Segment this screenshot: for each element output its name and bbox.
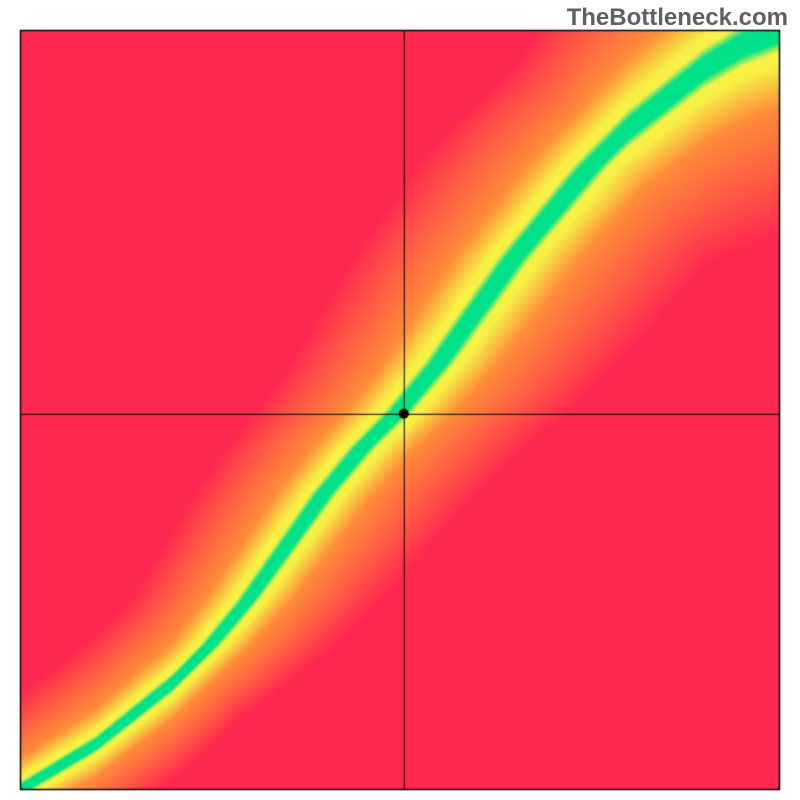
chart-container: TheBottleneck.com bbox=[0, 0, 800, 800]
heatmap-canvas bbox=[0, 0, 800, 800]
watermark-text: TheBottleneck.com bbox=[567, 4, 788, 32]
